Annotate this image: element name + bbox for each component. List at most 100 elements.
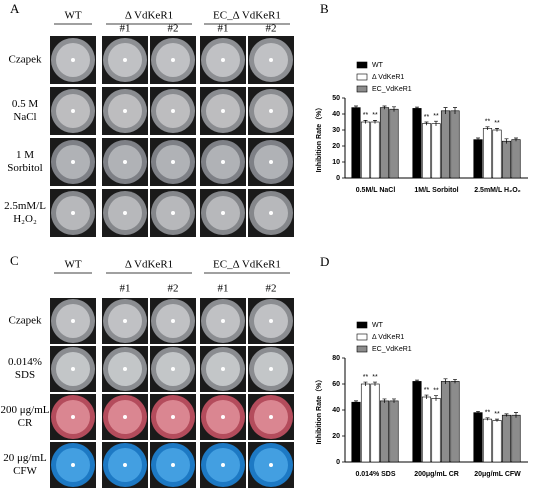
inoculum (269, 463, 273, 467)
error-bar (485, 417, 490, 421)
bar (421, 123, 432, 179)
inoculum (71, 415, 75, 419)
significance-mark: ** (433, 388, 439, 395)
bar (511, 414, 521, 463)
replicate-label: #1 (120, 283, 131, 295)
bar (370, 383, 380, 463)
legend-swatch (356, 321, 368, 329)
replicate-label: #1 (218, 283, 229, 295)
error-bar (354, 400, 358, 404)
row-label: CR (18, 417, 33, 429)
bar (379, 400, 390, 463)
error-bar (373, 120, 377, 124)
significance-mark: ** (494, 120, 500, 127)
bar (431, 397, 441, 463)
legend-swatch (356, 73, 368, 81)
legend-swatch (356, 61, 368, 69)
column-header: WT (64, 259, 81, 271)
row-label: NaCl (13, 111, 36, 123)
column-header: EC_Δ VdKeR1 (213, 10, 281, 22)
inoculum (171, 211, 175, 215)
bar (473, 412, 483, 463)
y-axis-label: Inhibition Rate（%） (315, 376, 323, 445)
significance-mark: ** (372, 374, 378, 381)
row-label: 0.014% (8, 356, 42, 368)
bar (412, 381, 422, 463)
inoculum (171, 160, 175, 164)
legend-label: EC_VdKeR1 (372, 346, 412, 353)
y-tick-label: 80 (332, 355, 340, 362)
bar (431, 123, 441, 179)
inoculum (221, 109, 225, 113)
inoculum (123, 58, 127, 62)
error-bar (392, 398, 396, 403)
inoculum (71, 319, 75, 323)
error-bar (504, 138, 509, 144)
panel-label: C (10, 253, 19, 268)
row-label: 2.5mM/L (4, 200, 46, 212)
significance-mark: ** (485, 410, 491, 417)
inoculum (171, 109, 175, 113)
error-bar (392, 106, 396, 112)
bar (482, 418, 493, 463)
bar (492, 420, 502, 463)
bar (389, 400, 399, 463)
error-bar (415, 106, 419, 110)
significance-mark: ** (433, 113, 439, 120)
inoculum (171, 367, 175, 371)
x-tick-label: 0.014% SDS (355, 471, 395, 478)
significance-mark: ** (424, 114, 430, 121)
inoculum (71, 160, 75, 164)
y-tick-label: 40 (332, 111, 340, 118)
inoculum (269, 367, 273, 371)
error-bar (382, 398, 387, 403)
y-axis-label: Inhibition Rate（%） (315, 104, 323, 173)
legend-label: EC_VdKeR1 (372, 86, 412, 93)
inoculum (123, 109, 127, 113)
error-bar (495, 128, 499, 132)
legend-swatch (356, 345, 368, 353)
inoculum (221, 58, 225, 62)
x-tick-label: 0.5M/L NaCl (356, 187, 396, 194)
bar (360, 383, 371, 463)
panel-label: B (320, 1, 329, 16)
error-bar (443, 107, 448, 114)
bar (501, 140, 512, 179)
inoculum (123, 211, 127, 215)
row-label: Czapek (9, 54, 42, 66)
inoculum (71, 367, 75, 371)
significance-mark: ** (494, 411, 500, 418)
row-label: 1 M (16, 149, 34, 161)
row-label: CFW (13, 465, 37, 477)
error-bar (443, 378, 448, 384)
replicate-label: #1 (218, 23, 229, 35)
inoculum (171, 58, 175, 62)
error-bar (424, 394, 429, 399)
error-bar (504, 413, 509, 417)
legend-swatch (356, 333, 368, 341)
bar (450, 381, 460, 463)
inoculum (71, 211, 75, 215)
significance-mark: ** (424, 387, 430, 394)
inoculum (221, 319, 225, 323)
inoculum (269, 211, 273, 215)
replicate-label: #2 (168, 283, 179, 295)
bar (370, 121, 380, 179)
inoculum (269, 58, 273, 62)
error-bar (476, 410, 480, 414)
error-bar (424, 121, 429, 126)
replicate-label: #2 (266, 283, 277, 295)
inoculum (221, 160, 225, 164)
column-header: Δ VdKeR1 (125, 10, 173, 22)
error-bar (514, 412, 518, 418)
legend-swatch (356, 85, 368, 93)
bar (421, 396, 432, 463)
error-bar (434, 395, 438, 401)
row-label: Czapek (9, 315, 42, 327)
bar (412, 108, 422, 179)
row-label: Sorbitol (7, 162, 42, 174)
column-header: EC_Δ VdKeR1 (213, 259, 281, 271)
significance-mark: ** (363, 374, 369, 381)
bar (389, 108, 399, 179)
